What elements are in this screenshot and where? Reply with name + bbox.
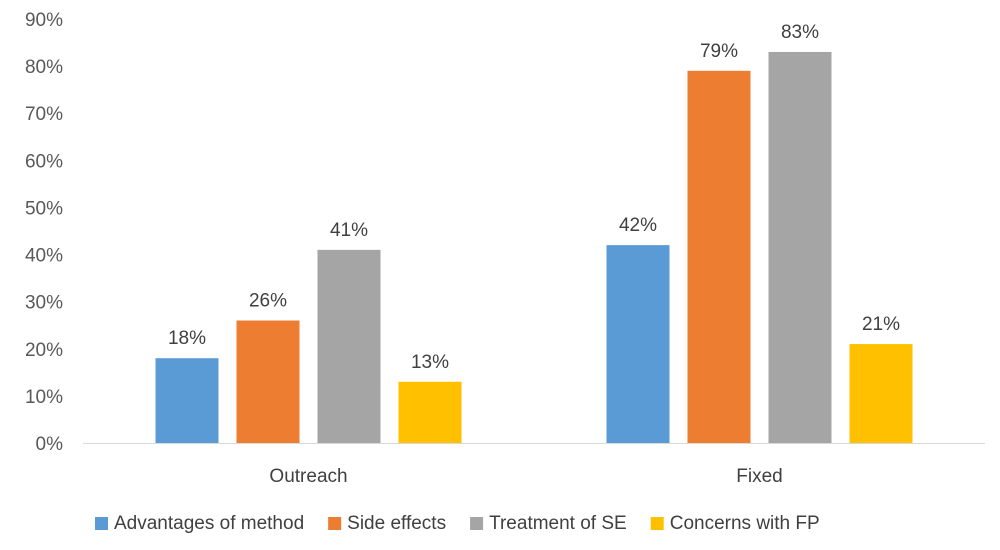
legend-swatch bbox=[470, 517, 484, 530]
data-labels: 18% 26% 41% 13% 42% 79% 83% 21% bbox=[168, 22, 900, 373]
legend: Advantages of method Side effects Treatmen… bbox=[95, 513, 820, 534]
legend-label: Advantages of method bbox=[114, 513, 304, 534]
y-tick-label: 10% bbox=[25, 387, 63, 408]
x-category-label: Fixed bbox=[736, 466, 782, 487]
bar bbox=[606, 245, 670, 443]
data-label: 41% bbox=[330, 220, 368, 241]
y-tick-label: 20% bbox=[25, 340, 63, 361]
y-tick-label: 50% bbox=[25, 198, 63, 219]
x-category-label: Outreach bbox=[269, 466, 347, 487]
y-tick-label: 80% bbox=[25, 57, 63, 78]
data-label: 42% bbox=[619, 215, 657, 236]
bar bbox=[236, 320, 300, 443]
legend-label: Side effects bbox=[347, 513, 446, 534]
bar bbox=[768, 51, 832, 443]
y-tick-label: 70% bbox=[25, 104, 63, 125]
bar bbox=[398, 381, 462, 443]
legend-swatch bbox=[328, 517, 342, 530]
bar bbox=[849, 344, 913, 443]
y-axis: 0% 10% 20% 30% 40% 50% 60% 70% 80% 90% bbox=[25, 10, 63, 455]
data-label: 79% bbox=[700, 41, 738, 62]
y-tick-label: 40% bbox=[25, 246, 63, 267]
bars bbox=[155, 51, 913, 444]
bar bbox=[155, 358, 219, 443]
data-label: 83% bbox=[781, 22, 819, 43]
y-tick-label: 30% bbox=[25, 293, 63, 314]
data-label: 18% bbox=[168, 328, 206, 349]
bar bbox=[687, 70, 751, 444]
legend-label: Treatment of SE bbox=[489, 513, 627, 534]
legend-swatch bbox=[650, 517, 664, 530]
y-tick-label: 60% bbox=[25, 151, 63, 172]
y-tick-label: 90% bbox=[25, 10, 63, 31]
data-label: 26% bbox=[249, 291, 287, 312]
x-axis: Outreach Fixed bbox=[269, 466, 782, 487]
y-tick-label: 0% bbox=[36, 434, 64, 455]
legend-label: Concerns with FP bbox=[670, 513, 820, 534]
bar bbox=[317, 249, 381, 443]
data-label: 13% bbox=[411, 352, 449, 373]
legend-swatch bbox=[95, 517, 108, 530]
data-label: 21% bbox=[862, 314, 900, 335]
